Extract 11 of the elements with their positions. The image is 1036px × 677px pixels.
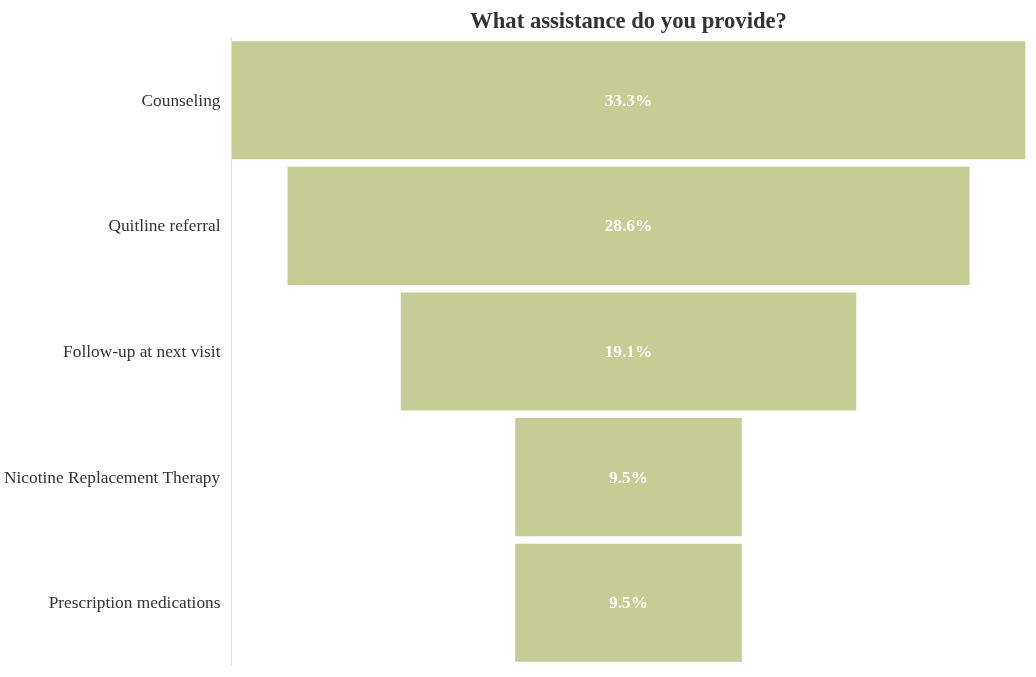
category-label: Prescription medications: [48, 593, 221, 613]
data-label: 9.5%: [609, 467, 649, 487]
text: What assistance do you provide?: [470, 7, 787, 33]
category-label: Quitline referral: [108, 216, 221, 236]
data-label: 33.3%: [604, 90, 653, 110]
data-label: 9.5%: [609, 593, 649, 613]
data-label: 19.1%: [604, 342, 653, 361]
category-label: Follow-up at next visit: [63, 342, 221, 361]
category-label: Counseling: [141, 90, 221, 110]
data-label: 28.6%: [604, 216, 653, 236]
category-label: Nicotine Replacement Therapy: [3, 467, 221, 487]
